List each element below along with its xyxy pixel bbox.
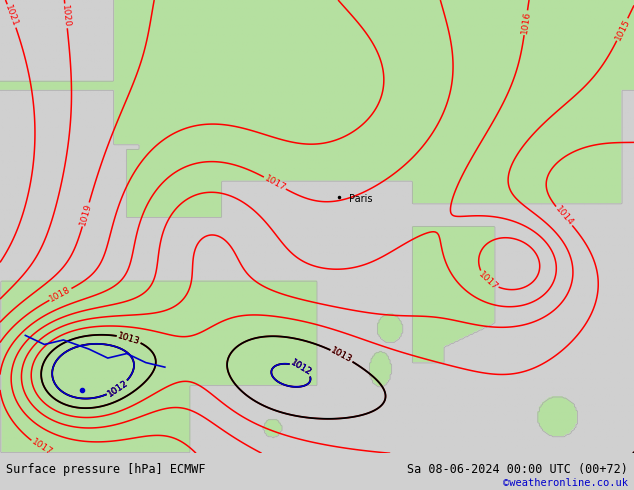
Text: 1018: 1018 xyxy=(48,285,73,304)
Text: 1013: 1013 xyxy=(329,346,354,365)
Text: Surface pressure [hPa] ECMWF: Surface pressure [hPa] ECMWF xyxy=(6,463,206,476)
Text: 1017: 1017 xyxy=(262,173,287,193)
Text: 1020: 1020 xyxy=(60,4,72,28)
Text: 1013: 1013 xyxy=(117,331,141,346)
Text: 1012: 1012 xyxy=(289,358,313,378)
Text: ©weatheronline.co.uk: ©weatheronline.co.uk xyxy=(503,478,628,488)
Text: 1013: 1013 xyxy=(329,346,354,365)
Text: 1015: 1015 xyxy=(613,17,631,42)
Text: 1016: 1016 xyxy=(520,11,532,35)
Text: 1021: 1021 xyxy=(3,3,20,28)
Text: 1017: 1017 xyxy=(477,270,500,292)
Text: 1012: 1012 xyxy=(106,378,129,399)
Text: 1013: 1013 xyxy=(117,331,141,346)
Text: 1012: 1012 xyxy=(289,358,313,378)
Text: 1012: 1012 xyxy=(106,378,129,399)
Text: Sa 08-06-2024 00:00 UTC (00+72): Sa 08-06-2024 00:00 UTC (00+72) xyxy=(407,463,628,476)
Text: 1019: 1019 xyxy=(79,202,93,227)
Text: 1017: 1017 xyxy=(30,438,54,458)
Text: Paris: Paris xyxy=(349,194,372,204)
Text: 1012: 1012 xyxy=(289,358,313,378)
Text: 1012: 1012 xyxy=(106,378,129,399)
Text: 1014: 1014 xyxy=(553,204,575,228)
